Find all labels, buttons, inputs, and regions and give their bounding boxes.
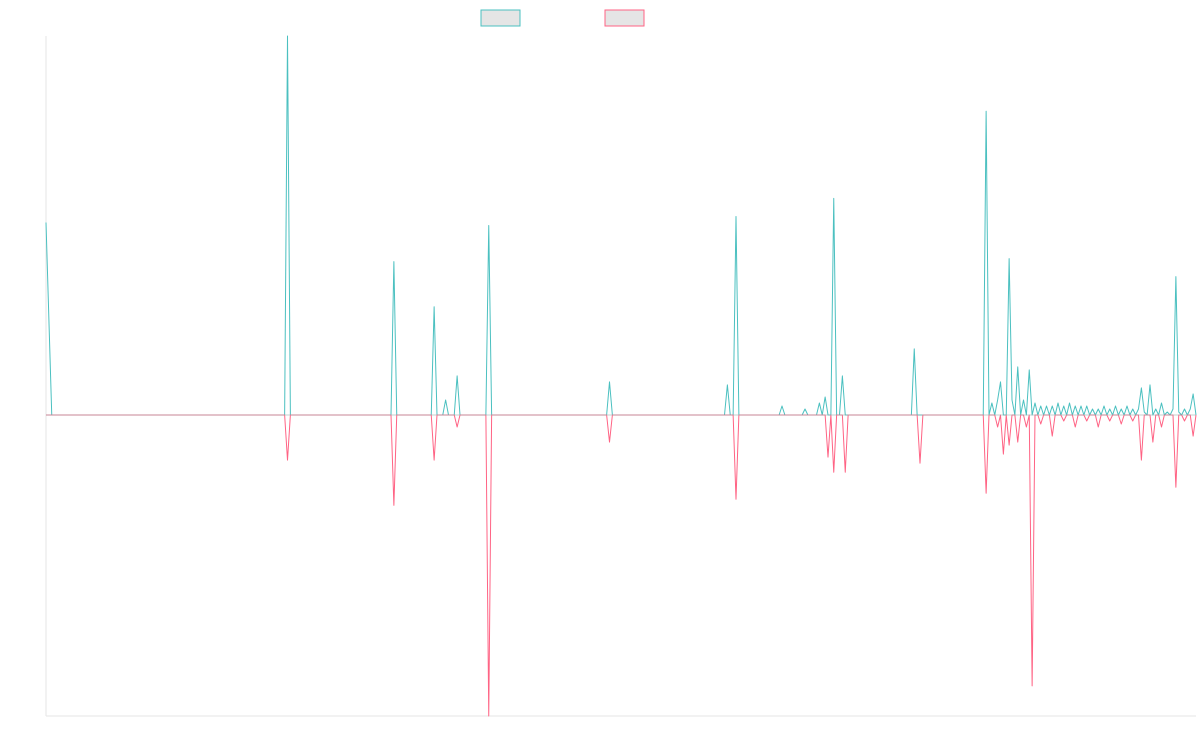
legend-swatch-series-a[interactable] [480,9,521,27]
series-line-a [45,35,1197,416]
legend [480,9,645,27]
series-layer [45,35,1197,717]
series-line-b [46,414,1197,717]
axes [45,36,1196,717]
legend-swatch-series-b[interactable] [604,9,645,27]
